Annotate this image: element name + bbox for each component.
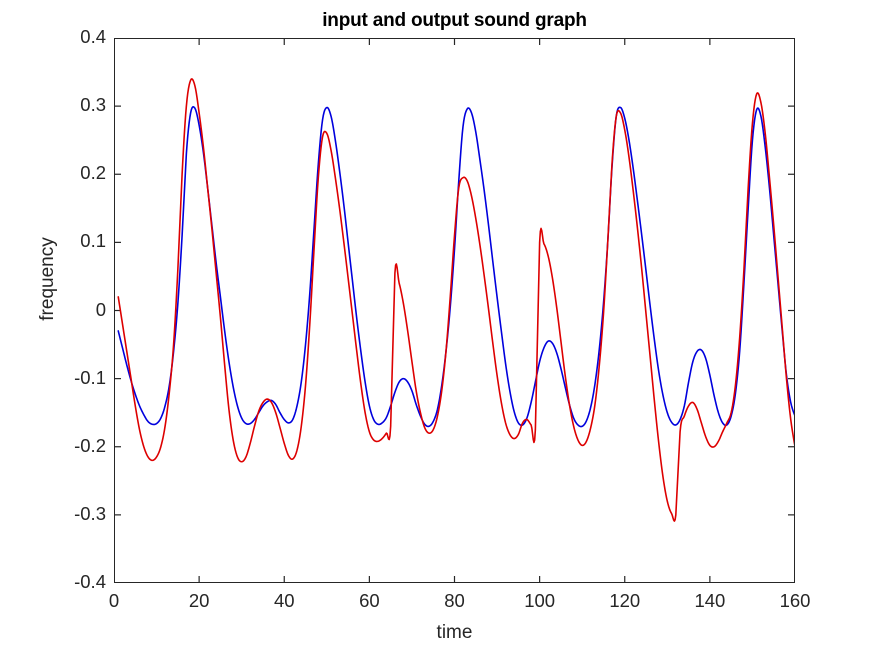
y-tick-label: -0.1 bbox=[74, 366, 106, 388]
y-tick-label: 0 bbox=[95, 298, 106, 320]
x-tick-label: 160 bbox=[779, 590, 811, 611]
chart-title: input and output sound graph bbox=[322, 10, 587, 31]
x-tick-label: 140 bbox=[694, 590, 726, 611]
y-tick-label: 0.1 bbox=[80, 230, 106, 252]
x-tick-label: 60 bbox=[359, 590, 380, 611]
x-tick-label: 20 bbox=[188, 590, 210, 611]
y-tick-label: -0.4 bbox=[74, 571, 106, 592]
y-tick-label: 0.3 bbox=[80, 94, 106, 116]
y-tick-label: 0.4 bbox=[80, 26, 106, 47]
x-tick-label: 120 bbox=[609, 590, 641, 611]
x-tick-label: 40 bbox=[273, 590, 295, 611]
y-axis-label-wrapper: frequency bbox=[0, 0, 58, 320]
series-line-output bbox=[117, 78, 795, 522]
x-tick-label: 80 bbox=[444, 590, 465, 611]
x-axis-label: time bbox=[436, 622, 473, 643]
y-tick-label: -0.3 bbox=[74, 502, 106, 524]
y-tick-label: -0.2 bbox=[74, 434, 106, 456]
plot-area bbox=[114, 38, 795, 583]
waveform-svg bbox=[114, 38, 795, 583]
x-tick-label: 0 bbox=[108, 590, 120, 611]
axis-ticks bbox=[114, 38, 795, 583]
x-tick-label-group: 0 20 40 60 80 100 120 140 160 bbox=[109, 590, 811, 616]
y-tick-label-group: 0.4 0.3 0.2 0.1 0 -0.1 -0.2 -0.3 -0.4 bbox=[0, 26, 106, 592]
x-tick-label: 100 bbox=[524, 590, 556, 611]
plot-box-border bbox=[114, 38, 795, 583]
y-tick-label: 0.2 bbox=[80, 162, 106, 184]
